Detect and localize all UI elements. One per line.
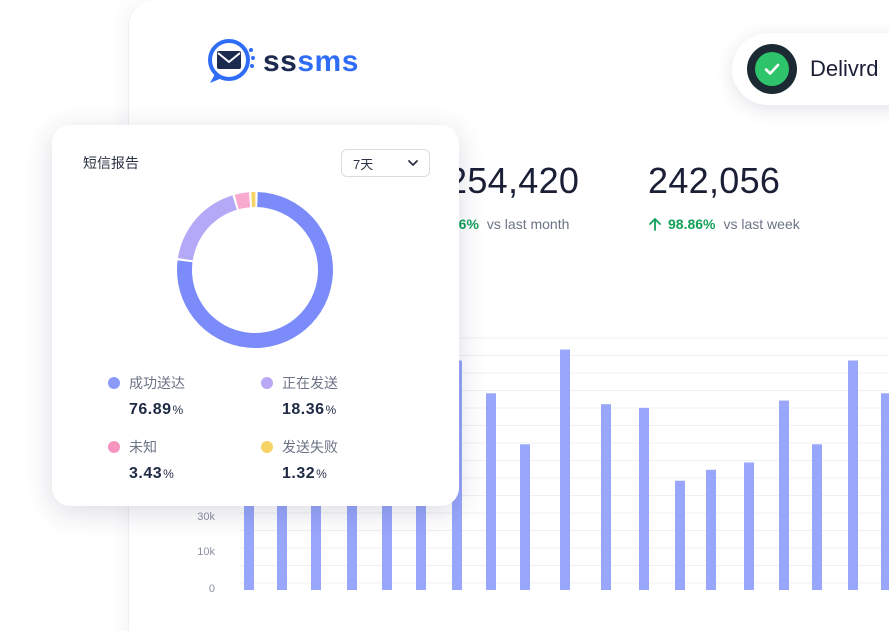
legend-dot <box>261 377 273 389</box>
range-selected: 7天 <box>353 156 374 172</box>
legend-item-failed: 发送失败 1.32% <box>261 437 401 483</box>
bar <box>311 440 321 590</box>
bar <box>744 462 754 590</box>
bar <box>416 440 426 590</box>
sms-report-card: 短信报告 7天 成功送达 76.89% 正在发送 18.36% 未知 3.43%… <box>52 125 459 506</box>
card-title: 短信报告 <box>83 155 139 171</box>
stat-monthly: 254,420 .56% vs last month <box>447 160 579 232</box>
legend-label: 未知 <box>129 439 157 455</box>
donut-slice <box>177 195 237 261</box>
legend-value: 1.32% <box>282 465 328 482</box>
legend-dot <box>108 441 120 453</box>
y-tick-label: 30k <box>197 511 215 523</box>
bar <box>639 407 649 590</box>
legend-item-unknown: 未知 3.43% <box>108 437 248 483</box>
legend-dot <box>108 377 120 389</box>
legend-label: 成功送达 <box>129 375 185 391</box>
bar <box>779 400 789 590</box>
status-label: Delivrd <box>810 56 879 81</box>
y-tick-label: 0 <box>209 583 215 595</box>
bar <box>560 349 570 590</box>
bar <box>675 480 685 590</box>
change-comparison: vs last week <box>723 216 800 232</box>
bar <box>881 393 889 590</box>
change-comparison: vs last month <box>486 216 570 232</box>
legend-value: 76.89% <box>129 401 184 418</box>
stat-change: .56% vs last month <box>447 216 579 232</box>
y-tick-label: 10k <box>197 546 215 558</box>
brand-logo: sssms <box>205 36 359 88</box>
stat-weekly: 242,056 98.86% vs last week <box>648 160 800 232</box>
legend-value: 18.36% <box>282 401 337 418</box>
stat-change: 98.86% vs last week <box>648 216 800 232</box>
legend-item-delivered: 成功送达 76.89% <box>108 373 248 419</box>
bar <box>812 444 822 590</box>
bar <box>277 440 287 590</box>
status-pill: Delivrd <box>732 33 889 105</box>
legend-value: 3.43% <box>129 465 175 482</box>
donut-chart <box>177 192 333 348</box>
change-percent: 98.86% <box>668 216 716 232</box>
bar <box>601 404 611 590</box>
bar <box>244 495 254 590</box>
stat-value: 242,056 <box>648 160 781 201</box>
bar <box>486 393 496 590</box>
bar <box>706 469 716 590</box>
donut-slice <box>251 192 256 208</box>
legend-item-sending: 正在发送 18.36% <box>261 373 401 419</box>
chat-envelope-icon <box>205 36 257 88</box>
bar <box>848 360 858 590</box>
arrow-up-icon <box>649 218 661 231</box>
bar <box>520 444 530 590</box>
bar <box>347 440 357 590</box>
legend-dot <box>261 441 273 453</box>
donut-slice <box>234 192 251 210</box>
stat-value: 254,420 <box>447 160 580 201</box>
legend-label: 发送失败 <box>282 439 338 455</box>
range-select[interactable]: 7天 <box>341 149 430 177</box>
chevron-down-icon <box>408 160 418 166</box>
bar <box>382 440 392 590</box>
check-icon <box>747 44 797 94</box>
legend-label: 正在发送 <box>282 375 338 391</box>
brand-name: sssms <box>263 45 359 78</box>
